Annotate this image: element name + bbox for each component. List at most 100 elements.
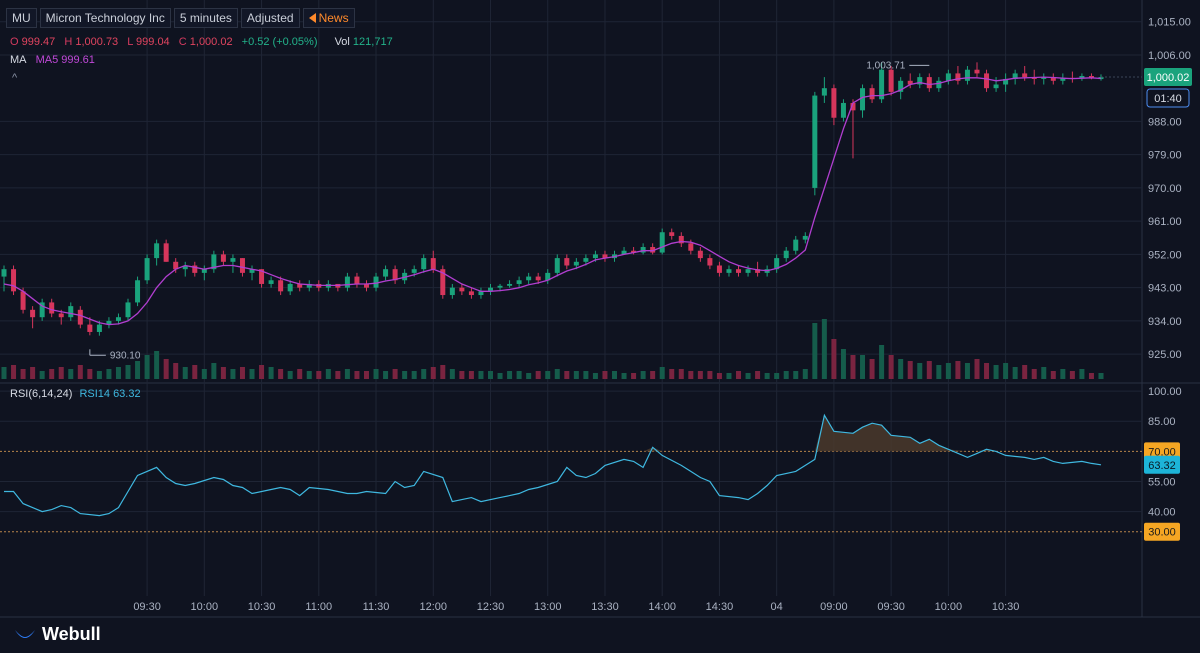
candle-body: [487, 287, 493, 292]
rsi-tick-label: 55.00: [1148, 476, 1176, 488]
time-tick-label: 10:30: [992, 601, 1020, 613]
volume-bar: [135, 361, 141, 379]
interval-button[interactable]: 5 minutes: [173, 8, 238, 28]
rsi-legend[interactable]: RSI(6,14,24) RSI14 63.32: [10, 388, 141, 400]
webull-logo: Webull: [14, 624, 101, 645]
time-tick-label: 10:00: [191, 601, 219, 613]
volume-bar: [840, 349, 846, 379]
collapse-caret-icon[interactable]: ^: [12, 72, 18, 84]
volume-bar: [30, 367, 36, 379]
time-tick-label: 12:00: [419, 601, 447, 613]
candle-body: [669, 232, 675, 236]
volume-bar: [697, 371, 703, 379]
volume-bar: [1088, 373, 1094, 379]
volume-bar: [39, 371, 45, 379]
volume-bar: [678, 369, 684, 379]
candle-body: [392, 269, 398, 281]
candle-body: [755, 269, 761, 273]
volume-label: Vol: [334, 36, 350, 48]
price-tick-label: 961.00: [1148, 216, 1182, 228]
adjust-button[interactable]: Adjusted: [240, 8, 300, 28]
volume-bar: [49, 369, 55, 379]
rsi-last-badge: [1144, 455, 1180, 474]
candle-body: [888, 69, 894, 92]
candle-body: [106, 320, 112, 325]
candle-body: [154, 243, 160, 259]
volume-bar: [860, 355, 866, 379]
candle-body: [20, 291, 26, 310]
candle-body: [58, 313, 64, 318]
volume-bar: [812, 323, 818, 379]
open-label: O: [10, 36, 19, 48]
time-tick-label: 09:00: [820, 601, 848, 613]
candle-body: [192, 265, 198, 273]
countdown-badge: [1146, 88, 1190, 108]
candle-body: [964, 69, 970, 81]
candle-body: [774, 258, 780, 270]
volume-bar: [993, 365, 999, 379]
company-name[interactable]: Micron Technology Inc: [39, 8, 171, 28]
rsi-line: [4, 413, 1102, 517]
volume-bar: [1003, 363, 1009, 379]
candle-body: [478, 291, 484, 296]
volume-bar: [363, 371, 369, 379]
candle-body: [993, 84, 999, 89]
candle-body: [49, 302, 55, 314]
candle-body: [173, 261, 179, 270]
volume-bar: [621, 373, 627, 379]
volume-bar: [20, 369, 26, 379]
candle-body: [631, 250, 637, 253]
candle-body: [926, 77, 932, 89]
volume-bar: [239, 367, 245, 379]
candle-body: [850, 102, 856, 111]
ma-legend[interactable]: MA MA5 999.61: [10, 54, 95, 66]
volume-bar: [764, 373, 770, 379]
time-tick-label: 13:00: [534, 601, 562, 613]
volume-bar: [707, 371, 713, 379]
volume-bar: [287, 371, 293, 379]
volume-bar: [1031, 369, 1037, 379]
volume-bar: [602, 371, 608, 379]
open-value: 999.47: [21, 36, 56, 48]
candle-body: [344, 276, 350, 288]
ticker-button[interactable]: MU: [6, 8, 37, 28]
change-value: +0.52 (+0.05%): [241, 36, 318, 48]
volume-bar: [984, 363, 990, 379]
volume-bar: [898, 359, 904, 379]
volume-bar: [383, 371, 389, 379]
candle-body: [592, 254, 598, 259]
volume-bar: [1060, 369, 1066, 379]
volume-bar: [869, 359, 875, 379]
candle-body: [802, 235, 808, 240]
volume-bar: [802, 369, 808, 379]
candle-body: [860, 88, 866, 111]
volume-bar: [163, 359, 169, 379]
candle-body: [821, 88, 827, 96]
volume-bar: [745, 373, 751, 379]
news-button[interactable]: News: [302, 8, 355, 28]
volume-bar: [154, 351, 160, 379]
volume-bar: [211, 363, 217, 379]
close-value: 1,000.02: [189, 36, 233, 48]
volume-bar: [249, 369, 255, 379]
volume-bar: [1022, 365, 1028, 379]
volume-bar: [459, 371, 465, 379]
volume-bar: [545, 371, 551, 379]
volume-bar: [726, 373, 732, 379]
volume-bar: [888, 355, 894, 379]
volume-bar: [955, 361, 961, 379]
high-price-label: 1,003.71: [866, 60, 905, 71]
volume-bar: [879, 345, 885, 379]
volume-bar: [669, 369, 675, 379]
time-tick-label: 13:30: [591, 601, 619, 613]
volume-bar: [650, 371, 656, 379]
volume-bar: [1041, 367, 1047, 379]
volume-bar: [736, 371, 742, 379]
volume-bar: [373, 369, 379, 379]
low-price-label: 930.10: [110, 350, 141, 361]
time-tick-label: 14:30: [706, 601, 734, 613]
last-price-badge: [1144, 68, 1192, 87]
volume-bar: [402, 371, 408, 379]
